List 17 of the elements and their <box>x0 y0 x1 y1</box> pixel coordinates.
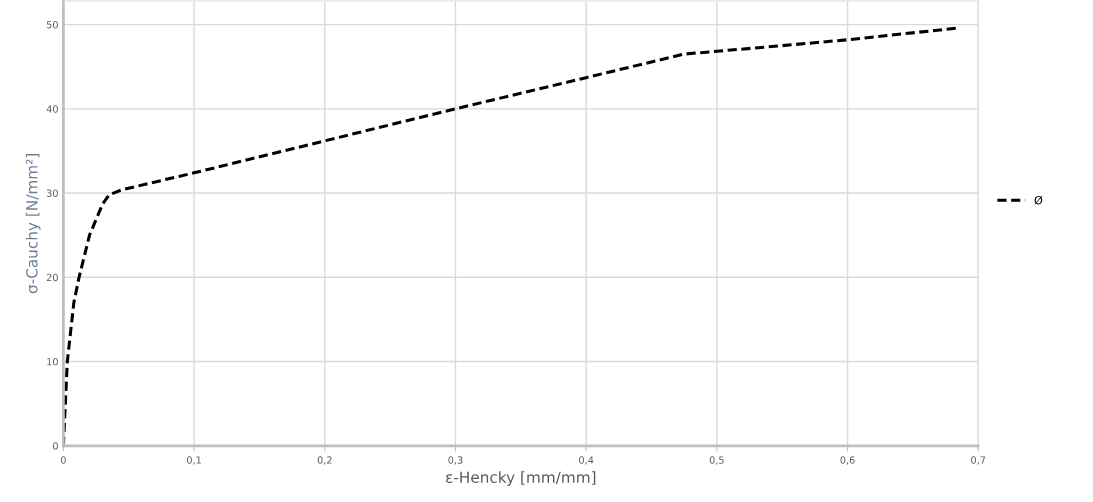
x-axis-title: ε-Hencky [mm/mm] <box>446 471 596 486</box>
y-tick-label: 30 <box>46 189 58 197</box>
x-tick-label: 0 <box>60 456 66 464</box>
x-tick-label: 0,5 <box>709 456 724 465</box>
y-tick-label: 20 <box>46 273 58 282</box>
y-tick-label: 40 <box>46 105 58 113</box>
x-tick-label: 0,3 <box>448 456 463 465</box>
x-tick-label: 0,6 <box>840 456 855 465</box>
x-tick-label: 0,4 <box>579 456 594 465</box>
y-tick-label: 50 <box>46 21 58 29</box>
legend-label: Ø <box>1034 195 1043 205</box>
y-tick-label: 10 <box>47 358 58 366</box>
x-tick-label: 0,2 <box>317 456 332 465</box>
y-tick-label: 0 <box>52 442 58 450</box>
x-tick-label: 0,1 <box>187 456 201 465</box>
x-tick-label: 0,7 <box>971 456 986 465</box>
y-axis-title: σ-Cauchy [N/mm²] <box>25 154 41 294</box>
